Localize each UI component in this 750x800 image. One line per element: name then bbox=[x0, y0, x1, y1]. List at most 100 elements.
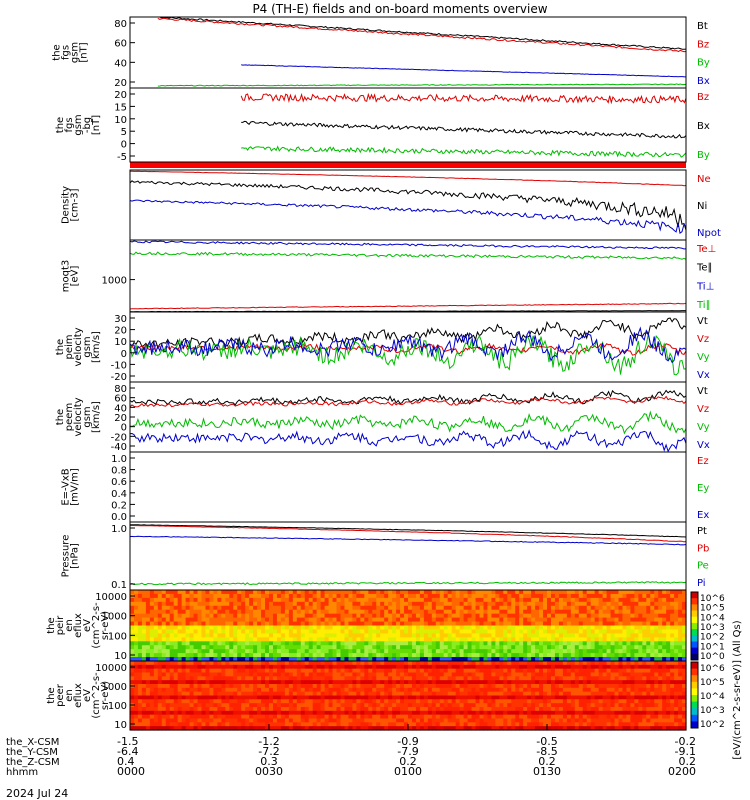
heatmap-cell bbox=[674, 714, 679, 720]
heatmap-cell bbox=[411, 718, 417, 723]
heatmap-cell bbox=[189, 649, 195, 654]
heatmap-cell bbox=[590, 657, 596, 662]
heatmap-cell bbox=[614, 637, 620, 642]
heatmap-cell bbox=[543, 703, 548, 708]
heatmap-cell bbox=[276, 722, 282, 727]
heatmap-cell bbox=[272, 649, 278, 654]
heatmap-cell bbox=[356, 699, 361, 704]
heatmap-cell bbox=[272, 661, 278, 666]
heatmap-cell bbox=[682, 633, 687, 638]
heatmap-cell bbox=[324, 653, 330, 658]
heatmap-cell bbox=[491, 707, 496, 712]
heatmap-cell bbox=[654, 714, 659, 720]
heatmap-cell bbox=[483, 657, 489, 662]
heatmap-cell bbox=[634, 695, 639, 700]
heatmap-cell bbox=[197, 680, 203, 685]
heatmap-cell bbox=[284, 699, 290, 704]
heatmap-cell bbox=[550, 657, 556, 662]
heatmap-cell bbox=[352, 668, 357, 674]
heatmap-cell bbox=[141, 657, 147, 662]
heatmap-cell bbox=[550, 672, 556, 677]
heatmap-cell bbox=[308, 613, 314, 619]
heatmap-cell bbox=[495, 609, 500, 615]
heatmap-cell bbox=[257, 703, 262, 708]
heatmap-cell bbox=[479, 621, 485, 627]
heatmap-cell bbox=[245, 649, 250, 654]
heatmap-cell bbox=[233, 605, 238, 611]
heatmap-cell bbox=[312, 672, 318, 677]
heatmap-cell bbox=[153, 633, 159, 638]
heatmap-cell bbox=[491, 718, 496, 723]
legend-label: Ex bbox=[697, 510, 709, 521]
heatmap-cell bbox=[348, 605, 353, 611]
heatmap-cell bbox=[566, 590, 572, 595]
series-line-p5-2 bbox=[129, 333, 687, 376]
heatmap-cell bbox=[408, 613, 413, 619]
heatmap-cell bbox=[316, 687, 322, 693]
heatmap-cell bbox=[547, 629, 552, 634]
heatmap-cell bbox=[169, 680, 175, 685]
heatmap-cell bbox=[566, 672, 572, 677]
heatmap-cell bbox=[348, 653, 353, 658]
heatmap-cell bbox=[547, 695, 552, 700]
heatmap-cell bbox=[241, 613, 246, 619]
heatmap-cell bbox=[419, 668, 425, 674]
heatmap-cell bbox=[312, 710, 318, 716]
heatmap-cell bbox=[336, 593, 342, 599]
heatmap-cell bbox=[356, 707, 361, 712]
y-tick-label: 1000 bbox=[102, 612, 127, 623]
heatmap-cell bbox=[213, 641, 218, 646]
heatmap-cell bbox=[181, 609, 187, 615]
heatmap-cell bbox=[602, 664, 608, 670]
heatmap-cell bbox=[475, 590, 481, 595]
heatmap-cell bbox=[368, 699, 373, 704]
heatmap-cell bbox=[332, 687, 338, 693]
heatmap-cell bbox=[221, 695, 226, 700]
heatmap-cell bbox=[312, 605, 318, 611]
heatmap-cell bbox=[610, 695, 616, 700]
heatmap-cell bbox=[340, 609, 346, 615]
heatmap-cell bbox=[459, 684, 465, 689]
heatmap-cell bbox=[495, 668, 500, 674]
heatmap-cell bbox=[197, 617, 203, 623]
heatmap-cell bbox=[638, 649, 643, 654]
heatmap-cell bbox=[308, 703, 314, 708]
heatmap-cell bbox=[193, 590, 199, 595]
heatmap-cell bbox=[550, 590, 556, 595]
heatmap-cell bbox=[634, 641, 639, 646]
heatmap-cell bbox=[471, 609, 477, 615]
heatmap-cell bbox=[344, 597, 350, 603]
heatmap-cell bbox=[566, 680, 572, 685]
heatmap-cell bbox=[491, 633, 496, 638]
heatmap-cell bbox=[531, 625, 536, 631]
series-line-p1-3 bbox=[241, 64, 686, 78]
heatmap-cell bbox=[265, 664, 270, 670]
heatmap-cell bbox=[130, 672, 135, 677]
heatmap-cell bbox=[487, 664, 492, 670]
heatmap-cell bbox=[411, 703, 417, 708]
heatmap-cell bbox=[646, 714, 651, 720]
heatmap-cell bbox=[364, 590, 369, 595]
heatmap-cell bbox=[622, 676, 628, 681]
heatmap-cell bbox=[682, 718, 687, 723]
heatmap-cell bbox=[161, 621, 167, 627]
heatmap-cell bbox=[527, 605, 532, 611]
heatmap-cell bbox=[328, 613, 334, 619]
heatmap-cell bbox=[388, 605, 393, 611]
heatmap-cell bbox=[153, 653, 159, 658]
heatmap-cell bbox=[149, 625, 155, 631]
heatmap-cell bbox=[638, 597, 643, 603]
heatmap-cell bbox=[213, 621, 218, 627]
heatmap-cell bbox=[348, 680, 353, 685]
heatmap-cell bbox=[606, 668, 612, 674]
heatmap-cell bbox=[650, 617, 655, 623]
heatmap-cell bbox=[662, 714, 667, 720]
heatmap-cell bbox=[380, 590, 385, 595]
heatmap-cell bbox=[455, 609, 461, 615]
heatmap-cell bbox=[312, 661, 318, 666]
heatmap-cell bbox=[614, 703, 620, 708]
heatmap-cell bbox=[185, 695, 191, 700]
heatmap-cell bbox=[324, 605, 330, 611]
heatmap-cell bbox=[419, 684, 425, 689]
heatmap-cell bbox=[507, 617, 512, 623]
